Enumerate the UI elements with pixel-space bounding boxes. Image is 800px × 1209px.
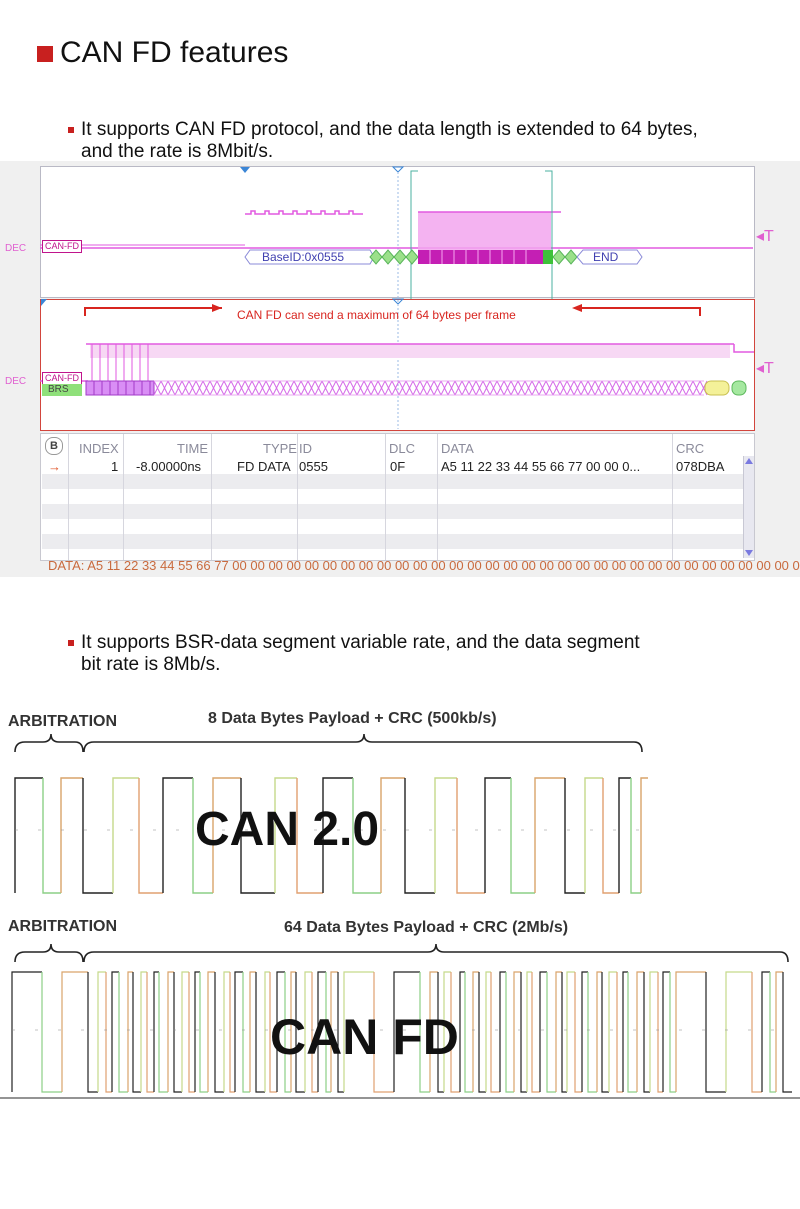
scroll-up-icon[interactable] [745, 458, 753, 464]
trigger-label-bottom[interactable]: ◂T [756, 360, 774, 377]
brs-label: BRS [42, 384, 82, 396]
dec-label-bottom: DEC [5, 376, 27, 387]
trigger-label-top[interactable]: ◂T [756, 228, 774, 245]
decode-table[interactable]: B INDEX TIME TYPE ID DLC DATA CRC → 1 -8… [40, 433, 755, 561]
data-summary-line: DATA: A5 11 22 33 44 55 66 77 00 00 00 0… [48, 558, 800, 573]
table-row-band [42, 534, 743, 549]
fd-payload-block [418, 212, 551, 250]
page-title: CAN FD features [60, 36, 289, 69]
column-header-type[interactable]: TYPE [263, 441, 297, 456]
comparison-waveforms [0, 733, 800, 1099]
cell-data[interactable]: A5 11 22 33 44 55 66 77 00 00 0... [441, 459, 641, 474]
arbitration-brace [14, 943, 84, 963]
table-row-band [42, 504, 743, 519]
table-scrollbar[interactable] [743, 456, 754, 558]
column-header-index[interactable]: INDEX [79, 441, 119, 456]
canfd-payload-label: 64 Data Bytes Payload + CRC (2Mb/s) [284, 919, 569, 936]
arbitration-pulses [245, 210, 363, 215]
column-header-data[interactable]: DATA [441, 441, 474, 456]
column-header-id[interactable]: ID [299, 441, 312, 456]
can20-arbitration-label: ARBITRATION [8, 713, 118, 730]
canfd-title: CAN FD [270, 1009, 459, 1065]
cell-dlc[interactable]: 0F [390, 459, 406, 474]
bullet-marker [68, 127, 74, 133]
can20-title: CAN 2.0 [195, 803, 380, 856]
end-label: END [593, 250, 619, 264]
can-comparison-diagram: ARBITRATION 8 Data Bytes Payload + CRC (… [0, 700, 800, 1105]
cell-time[interactable]: -8.00000ns [136, 459, 202, 474]
bullet-1-line-1: It supports CAN FD protocol, and the dat… [81, 119, 698, 140]
payload-brace [83, 733, 643, 753]
bus-icon[interactable]: B [45, 437, 63, 455]
arbitration-brace [14, 733, 84, 753]
bullet-1-line-2: and the rate is 8Mbit/s. [81, 141, 274, 162]
scroll-down-icon[interactable] [745, 550, 753, 556]
data-bytes-chain [153, 380, 708, 396]
zoom-marker-icon [41, 299, 47, 306]
annotation-text: CAN FD can send a maximum of 64 bytes pe… [237, 308, 516, 322]
cell-crc[interactable]: 078DBA [676, 459, 725, 474]
canfd-waveform [11, 971, 792, 1093]
can20-waveform [14, 777, 648, 894]
cell-index[interactable]: 1 [111, 459, 119, 474]
cursor-marker-icon [240, 167, 250, 173]
table-row-band [42, 474, 743, 489]
column-header-crc[interactable]: CRC [676, 441, 705, 456]
can20-payload-label: 8 Data Bytes Payload + CRC (500kb/s) [208, 710, 497, 727]
zoom-trigger-icon [391, 298, 405, 305]
cell-type[interactable]: FD DATA [237, 459, 291, 474]
trigger-marker-icon [391, 166, 405, 173]
bullet-2-line-2: bit rate is 8Mb/s. [81, 654, 221, 675]
oscilloscope-screenshot: DEC DEC ◂T ◂T CAN-FD CAN-FD BaseID:0x055… [0, 161, 800, 577]
bullet-2: It supports BSR-data segment variable ra… [68, 632, 768, 676]
cell-id[interactable]: 0555 [299, 459, 328, 474]
fd-zoom-band [90, 344, 730, 358]
annotation-bracket [84, 307, 701, 316]
bullet-2-line-1: It supports BSR-data segment variable ra… [81, 632, 640, 653]
annotation-arrow-left-icon [572, 304, 582, 312]
canfd-arbitration-label: ARBITRATION [8, 918, 118, 935]
waveform-canvas [40, 166, 754, 429]
decoder-tag-top: CAN-FD [42, 240, 82, 253]
column-header-dlc[interactable]: DLC [389, 441, 416, 456]
bullet-marker [68, 640, 74, 646]
decoded-bus-row [244, 249, 643, 265]
column-header-time[interactable]: TIME [177, 441, 209, 456]
payload-brace [83, 943, 789, 963]
bullet-1: It supports CAN FD protocol, and the dat… [68, 119, 768, 163]
base-id-label: BaseID:0x0555 [262, 250, 345, 264]
title-marker [37, 46, 53, 62]
row-arrow-icon: → [48, 459, 61, 474]
dec-label-top: DEC [5, 243, 27, 254]
